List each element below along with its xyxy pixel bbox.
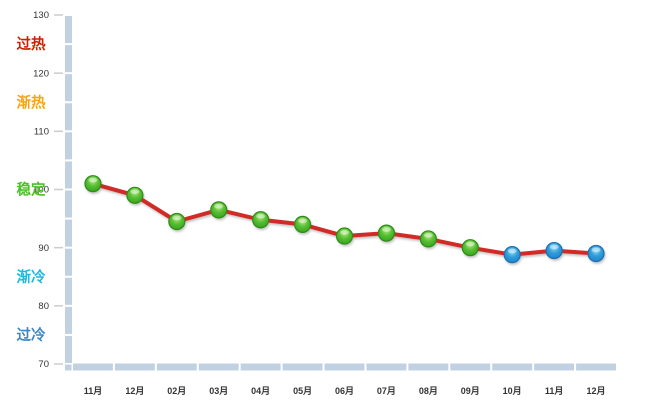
zone-label: 过冷 — [17, 326, 46, 344]
x-tick-label: 11月 — [84, 386, 103, 396]
y-tick-label: 90 — [38, 243, 49, 254]
x-tick-label: 05月 — [293, 386, 312, 396]
marker-gloss-highlight — [340, 230, 349, 235]
data-point-6[interactable] — [335, 227, 354, 245]
y-tick-label: 110 — [34, 127, 49, 138]
data-point-1[interactable] — [126, 186, 144, 204]
zone-label: 稳定 — [17, 181, 46, 199]
y-axis-band-segment — [65, 335, 72, 363]
y-axis-band-segment — [65, 74, 72, 102]
marker-gloss-highlight — [130, 189, 140, 195]
marker-gloss-highlight — [507, 248, 517, 254]
x-axis-band-segment — [492, 363, 533, 371]
marker-gloss-highlight — [298, 218, 307, 224]
data-point-10[interactable] — [503, 246, 521, 264]
data-point-5[interactable] — [293, 215, 312, 233]
y-axis-band-segment — [65, 277, 72, 305]
y-axis-band-segment — [65, 248, 72, 276]
data-point-2[interactable] — [168, 212, 186, 231]
x-axis-band-segment — [324, 363, 365, 371]
x-axis-band-segment — [73, 363, 113, 371]
x-axis-band-segment — [576, 363, 616, 371]
x-tick-label: 03月 — [209, 386, 228, 396]
x-tick-label: 04月 — [251, 386, 270, 396]
x-axis-band-segment — [408, 363, 449, 371]
zone-label: 过热 — [17, 35, 46, 53]
x-axis-band-segment — [240, 363, 281, 371]
marker-gloss-highlight — [465, 241, 475, 247]
x-tick-label: 02月 — [167, 386, 186, 396]
y-axis-band-segment — [65, 45, 72, 73]
y-tick-label: 70 — [38, 359, 49, 370]
x-tick-label: 09月 — [461, 386, 480, 396]
x-axis-band-segment — [114, 363, 155, 371]
y-axis-band-segment — [65, 306, 72, 334]
zone-label: 渐热 — [17, 93, 46, 111]
data-point-11[interactable] — [545, 241, 563, 260]
marker-gloss-highlight — [591, 247, 601, 253]
series-group — [84, 175, 605, 264]
marker-gloss-highlight — [549, 244, 559, 250]
x-tick-label: 10月 — [503, 386, 522, 396]
x-axis-band-segment — [534, 363, 575, 371]
x-tick-label: 07月 — [377, 386, 396, 396]
marker-gloss-highlight — [172, 215, 182, 221]
x-tick-label: 06月 — [335, 386, 354, 396]
y-tick-label: 100 — [33, 185, 49, 196]
x-axis-band-segment — [198, 363, 239, 371]
x-tick-label: 11月 — [545, 386, 564, 396]
x-tick-label: 08月 — [419, 386, 438, 396]
data-point-9[interactable] — [461, 239, 479, 257]
y-axis-band-segment — [65, 132, 72, 160]
marker-gloss-highlight — [256, 213, 266, 219]
data-point-0[interactable] — [84, 175, 102, 193]
y-axis-band-segment — [65, 103, 72, 131]
axis-corner — [65, 364, 72, 371]
x-axis-band-segment — [450, 363, 491, 371]
data-point-4[interactable] — [252, 211, 270, 229]
y-axis-band-segment — [65, 190, 72, 218]
x-axis-band-segment — [366, 363, 407, 371]
data-point-3[interactable] — [210, 201, 228, 219]
data-point-8[interactable] — [419, 230, 437, 248]
y-tick-label: 80 — [38, 301, 49, 312]
x-tick-label: 12月 — [587, 386, 606, 396]
x-axis-band-segment — [156, 363, 197, 371]
marker-gloss-highlight — [423, 232, 433, 238]
y-axis-band-segment — [65, 161, 72, 189]
y-tick-label: 130 — [33, 10, 49, 21]
y-axis-band-segment — [65, 16, 72, 44]
zone-label: 渐冷 — [17, 268, 46, 286]
data-point-7[interactable] — [377, 224, 396, 242]
x-axis-band-segment — [282, 363, 323, 371]
y-tick-label: 120 — [33, 68, 49, 79]
marker-gloss-highlight — [88, 177, 98, 183]
x-tick-label: 12月 — [125, 386, 144, 396]
marker-gloss-highlight — [382, 227, 391, 232]
y-axis-band-segment — [65, 219, 72, 247]
data-point-12[interactable] — [587, 244, 605, 263]
marker-gloss-highlight — [214, 203, 224, 209]
